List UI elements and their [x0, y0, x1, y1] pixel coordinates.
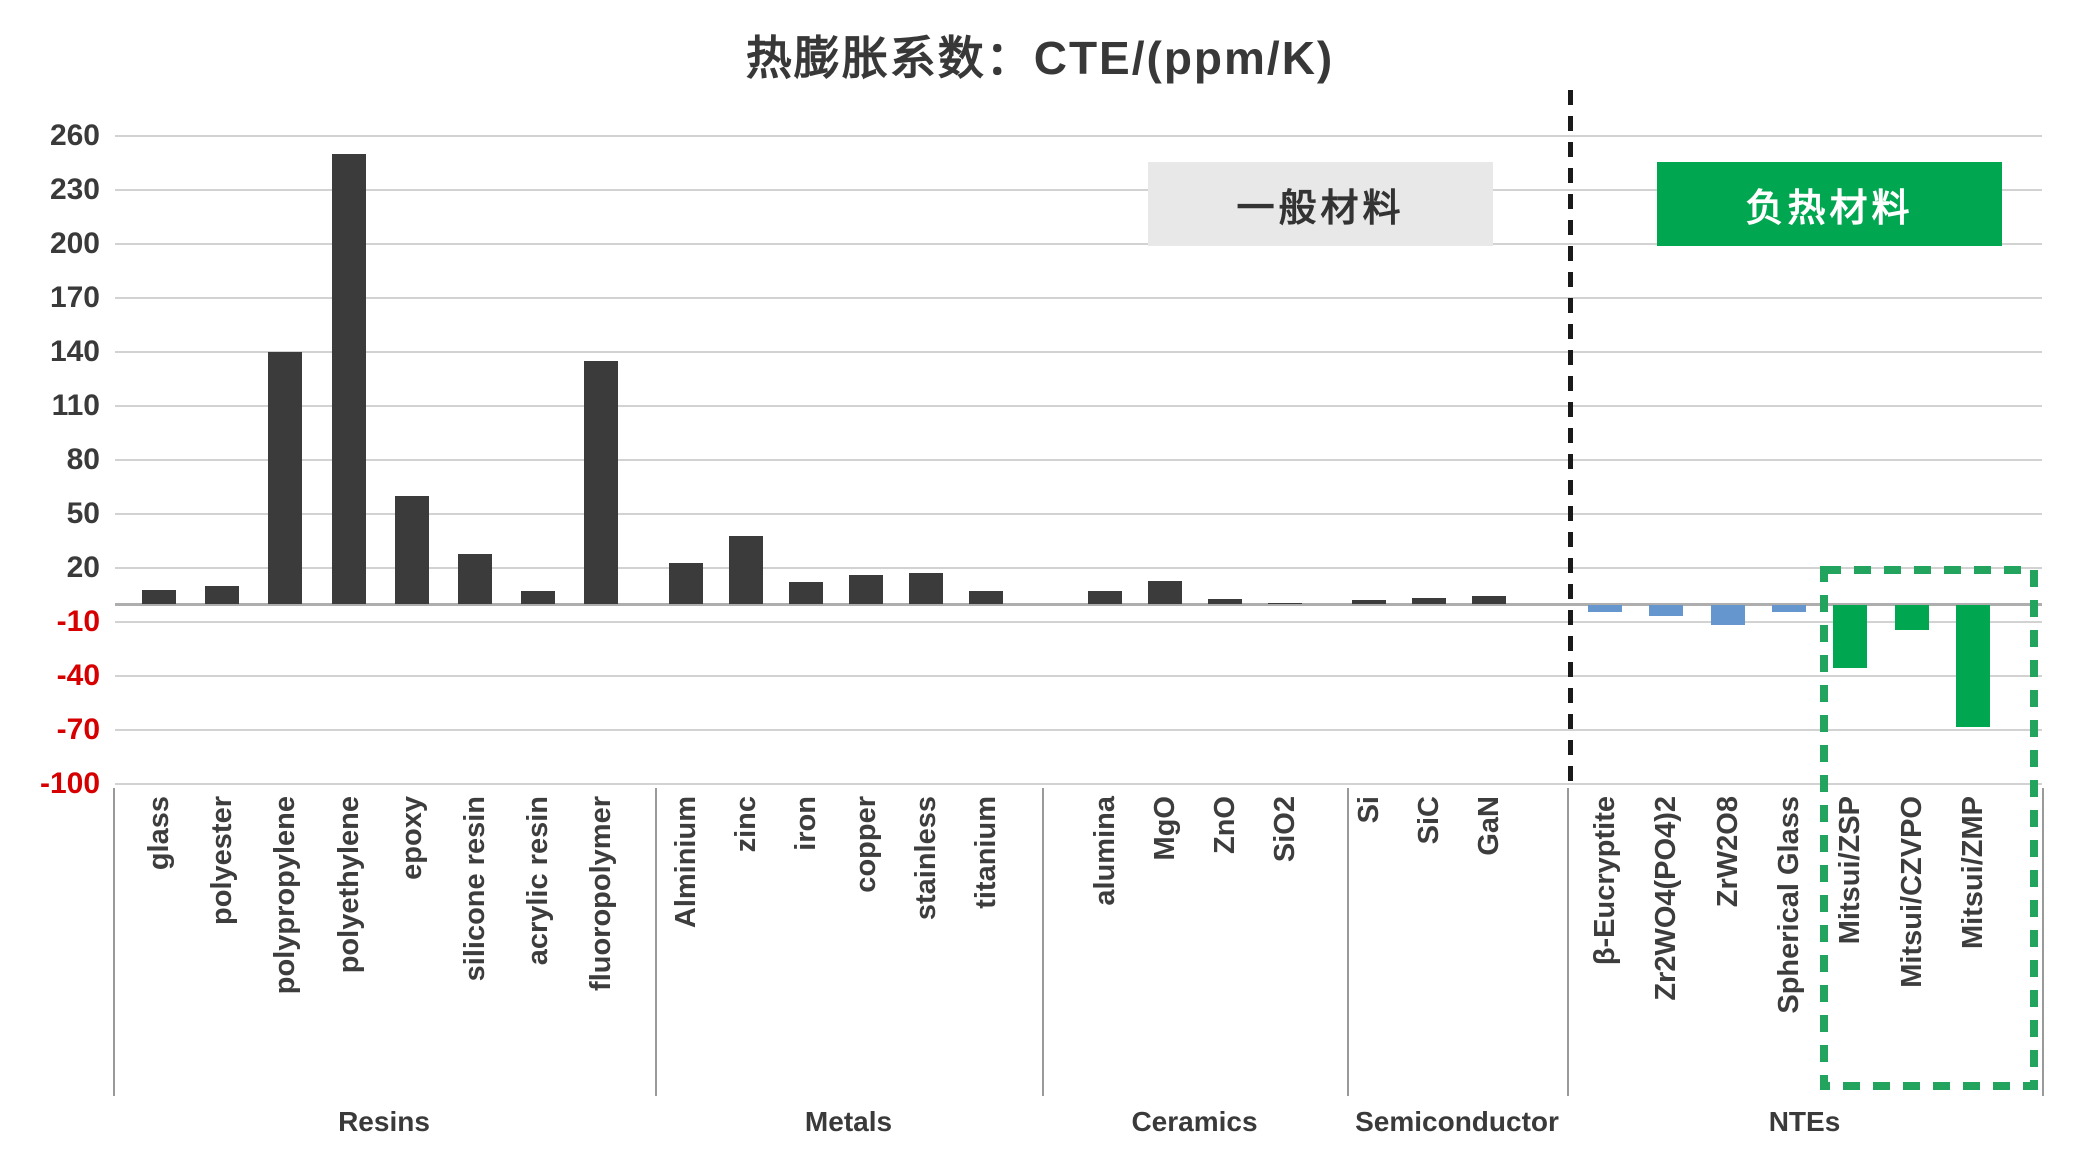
y-axis-tick-label: 260 [49, 119, 100, 152]
bar-fluoropolymer [584, 361, 619, 604]
bar-zrw2o8 [1710, 605, 1745, 625]
bar-zinc [729, 535, 763, 604]
x-axis-label: epoxy [395, 796, 428, 880]
y-axis-tick-label: 200 [49, 227, 100, 260]
bar-glass [142, 589, 176, 604]
y-axis-tick-label: -40 [56, 659, 100, 692]
group-separator [1042, 788, 1044, 1096]
bar-polyethylene [331, 154, 366, 604]
x-axis-label: glass [143, 796, 175, 871]
gridline [115, 675, 2042, 677]
negative-materials-badge-label: 负热材料 [1745, 187, 1914, 230]
group-separator [1567, 788, 1569, 1096]
gridline [115, 351, 2042, 353]
bar-sic [1412, 597, 1446, 604]
x-axis-label: ZnO [1209, 796, 1241, 854]
x-axis-label: ZrW2O8 [1711, 796, 1744, 908]
zero-baseline [115, 603, 2042, 606]
x-axis-label: Alminium [670, 796, 702, 929]
general-nte-divider-dashed-line [1568, 90, 1573, 784]
general-materials-badge: 一般材料 [1148, 162, 1493, 246]
x-axis-label: silicone resin [459, 796, 491, 982]
bar-spherical-glass [1771, 605, 1806, 613]
group-label-metals: Metals [804, 1106, 893, 1137]
group-label-ceramics: Ceramics [1131, 1106, 1258, 1137]
bar-mitsui-zsp [1833, 605, 1868, 668]
gridline [115, 513, 2042, 515]
x-axis-label: polyester [206, 796, 239, 925]
bar-epoxy [394, 496, 429, 604]
x-axis-label: iron [790, 796, 822, 851]
gridline [115, 405, 2042, 407]
chart-title: 热膨胀系数：CTE/(ppm/K) [745, 32, 1335, 84]
bar-si [1352, 599, 1386, 604]
group-label-resins: Resins [338, 1106, 430, 1137]
bar-titanium [969, 591, 1003, 604]
x-axis-label: fluoropolymer [585, 796, 618, 991]
y-axis-tick-label: 80 [66, 443, 100, 476]
x-axis-label: GaN [1473, 796, 1505, 856]
x-axis-label: polyethylene [332, 796, 365, 974]
gridline [115, 729, 2042, 731]
y-axis-tick-label: -100 [39, 767, 100, 800]
nte-highlight-box [1820, 566, 2038, 1090]
x-axis-label: SiC [1413, 796, 1445, 845]
bar-polypropylene [268, 352, 303, 604]
x-axis-label: alumina [1089, 796, 1121, 906]
group-label-semiconductor: Semiconductor [1355, 1106, 1559, 1137]
x-axis-label: zinc [730, 796, 762, 853]
x-axis-label: MgO [1149, 796, 1181, 861]
bar-acrylic-resin [521, 591, 556, 604]
x-axis-label: Si [1353, 796, 1385, 824]
bar-zno [1208, 598, 1242, 604]
y-axis-tick-label: 230 [49, 173, 100, 206]
gridline [115, 567, 2042, 569]
y-axis-tick-label: -10 [56, 605, 100, 638]
bar-iron [789, 582, 823, 604]
group-separator [655, 788, 657, 1096]
y-axis-tick-label: 170 [49, 281, 100, 314]
bar-copper [849, 575, 883, 604]
x-axis-label: polypropylene [269, 796, 302, 995]
y-axis-tick-label: 20 [66, 551, 100, 584]
bar-zr2wo4-po4-2 [1649, 605, 1684, 616]
y-axis-tick-label: 50 [66, 497, 100, 530]
gridline [115, 783, 2042, 785]
y-axis-tick-label: 140 [49, 335, 100, 368]
bar-polyester [205, 586, 240, 604]
group-separator [113, 788, 115, 1096]
x-axis-label: titanium [970, 796, 1002, 909]
bar-silicone-resin [458, 553, 492, 604]
group-label-ntes: NTEs [1768, 1106, 1841, 1137]
negative-materials-badge: 负热材料 [1657, 162, 2002, 246]
bar--eucryptite [1588, 605, 1622, 613]
x-axis-label: Spherical Glass [1772, 796, 1805, 1014]
x-axis-label: β-Eucryptite [1589, 796, 1621, 966]
bar-sio2 [1268, 603, 1302, 604]
x-axis-label: SiO2 [1269, 796, 1301, 863]
gridline [115, 297, 2042, 299]
group-separator [2042, 788, 2044, 1096]
bar-mitsui-czvpo [1894, 605, 1929, 631]
x-axis-label: acrylic resin [522, 796, 555, 966]
gridline [115, 459, 2042, 461]
bar-mgo [1148, 580, 1182, 604]
x-axis-label: copper [850, 796, 882, 893]
bar-gan [1472, 595, 1506, 604]
group-separator [1347, 788, 1349, 1096]
general-materials-badge-label: 一般材料 [1236, 187, 1405, 230]
gridline [115, 243, 2042, 245]
gridline [115, 135, 2042, 137]
y-axis-tick-label: -70 [56, 713, 100, 746]
bar-alumina [1088, 591, 1122, 604]
y-axis-tick-label: 110 [51, 389, 100, 422]
bar-alminium [669, 562, 703, 604]
bar-mitsui-zmp [1955, 605, 1990, 728]
x-axis-label: Zr2WO4(PO4)2 [1650, 796, 1683, 1001]
bar-stainless [909, 573, 943, 604]
gridline [115, 621, 2042, 623]
x-axis-label: stainless [910, 796, 942, 921]
gridline [115, 189, 2042, 191]
